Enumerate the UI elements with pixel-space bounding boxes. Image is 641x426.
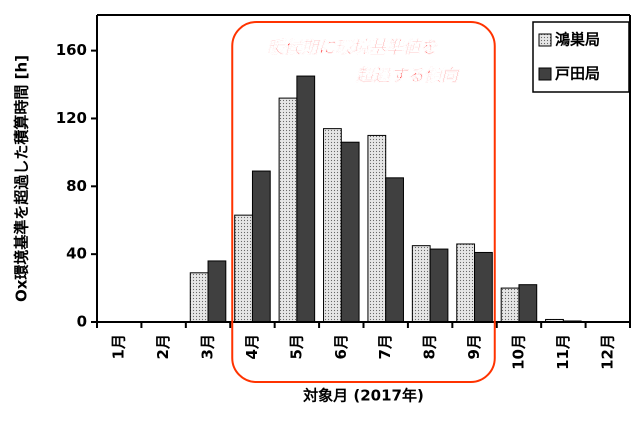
x-tick-label: 12月 <box>598 334 616 370</box>
bar <box>385 177 404 323</box>
bar <box>367 134 387 323</box>
y-tick-label: 80 <box>66 177 87 195</box>
x-tick-label: 3月 <box>199 334 217 359</box>
bar <box>429 248 449 323</box>
legend-label: 鴻巣局 <box>555 31 600 49</box>
annotation: 超過する傾向 <box>355 66 460 86</box>
bar <box>251 170 271 323</box>
x-tick-label: 1月 <box>110 334 128 359</box>
x-tick-label: 5月 <box>287 334 305 359</box>
x-tick-label: 2月 <box>154 334 172 359</box>
x-tick-label: 9月 <box>465 334 483 359</box>
x-tick-label: 10月 <box>509 334 527 370</box>
y-tick-label: 160 <box>56 41 87 59</box>
bar <box>296 75 316 323</box>
x-tick-label: 8月 <box>421 334 439 359</box>
bar <box>323 128 342 323</box>
y-tick-label: 120 <box>56 109 87 127</box>
bar <box>340 141 360 323</box>
bar <box>234 214 253 323</box>
x-tick-label: 11月 <box>554 334 572 370</box>
x-tick-label: 4月 <box>243 334 261 359</box>
y-tick-label: 0 <box>77 313 87 331</box>
bar <box>474 251 493 323</box>
legend-swatch <box>538 67 552 81</box>
bar <box>411 245 431 323</box>
bar <box>518 284 538 323</box>
x-tick-label: 7月 <box>376 334 394 359</box>
bar <box>278 97 298 323</box>
x-tick-label: 6月 <box>332 334 350 359</box>
x-axis-label: 対象月 (2017年) <box>302 387 424 405</box>
bar <box>207 260 227 323</box>
bar <box>456 243 476 323</box>
legend-swatch <box>538 33 552 47</box>
legend-label: 戸田局 <box>555 65 600 83</box>
bar <box>189 272 209 323</box>
highlight-box <box>231 21 496 383</box>
annotation: 暖候期に環境基準値を <box>267 38 438 58</box>
bar <box>500 287 520 323</box>
y-axis-label: Ox環境基準を超過した積算時間 [h] <box>13 55 31 302</box>
y-tick-label: 40 <box>66 245 87 263</box>
